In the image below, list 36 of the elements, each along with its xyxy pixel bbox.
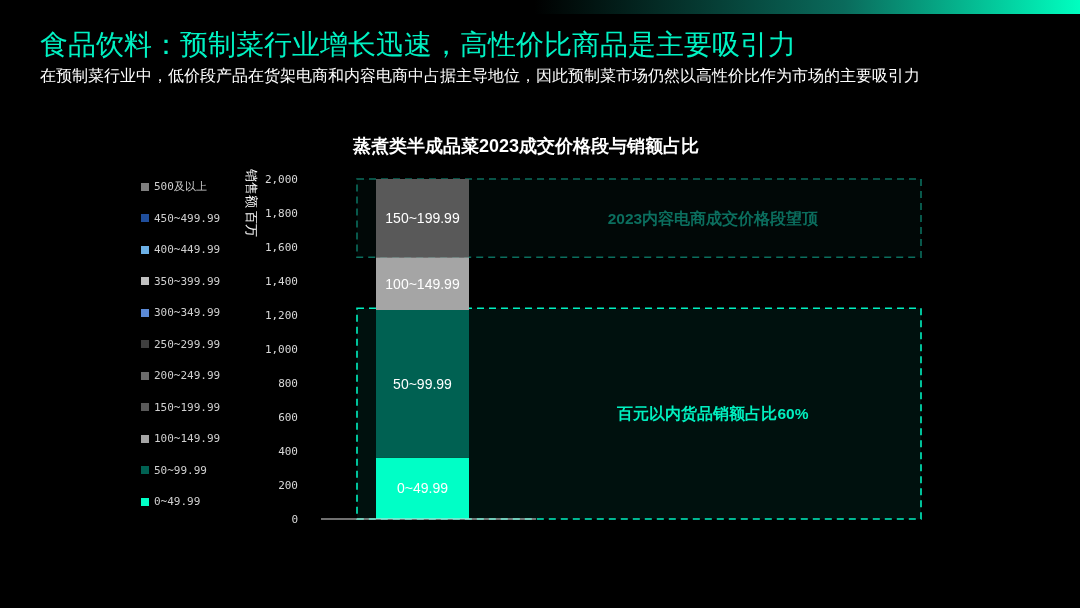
bar [376,309,469,458]
legend-label: 100~149.99 [154,432,221,446]
bar [376,257,469,310]
legend-label: 250~299.99 [154,337,221,351]
y-tick-label: 800 [278,376,298,390]
y-tick-label: 0 [291,512,298,526]
text: 0~49.99 [397,480,448,497]
y-tick-label: 1,800 [264,206,298,220]
y-tick-label: 2,000 [264,172,298,186]
y-tick-label: 600 [278,410,298,424]
y-axis-title: 销售额 百万 [243,168,258,238]
text: 150~199.99 [385,210,460,227]
legend-label: 350~399.99 [154,274,221,288]
legend-label: 300~349.99 [154,306,221,320]
chart-title: 食品饮料：预制菜行业增长迅速，高性价比商品是主要吸引力 [40,29,796,60]
legend-label: 400~449.99 [154,243,221,257]
chart-subtitle: 在预制菜行业中，低价段产品在货架电商和内容电商中占据主导地位，因此预制菜市场仍然以高性价比作为市场的主要吸引力 [40,67,920,84]
y-tick-label: 1,600 [264,240,298,254]
y-tick-label: 1,200 [264,308,298,322]
y-tick-label: 400 [278,444,298,458]
bar [376,457,469,519]
text: 蒸煮类半成品菜2023成交价格段与销额占比 [353,136,700,156]
y-tick-label: 1,400 [264,274,298,288]
legend-label: 50~99.99 [154,463,207,477]
text: 100~149.99 [385,275,460,292]
text: 50~99.99 [393,375,452,392]
legend-label: 150~199.99 [154,400,221,414]
bar [376,179,469,258]
legend-label: 200~249.99 [154,369,221,383]
legend-label: 500及以上 [154,179,207,195]
band-label: 2023内容电商成交价格段望顶 [607,208,820,227]
legend-label: 0~49.99 [154,495,201,509]
legend-label: 450~499.99 [154,211,221,225]
y-tick-label: 200 [278,478,298,492]
band-label: 百元以内货品销额占比60% [616,405,809,424]
y-tick-label: 1,000 [264,342,298,356]
